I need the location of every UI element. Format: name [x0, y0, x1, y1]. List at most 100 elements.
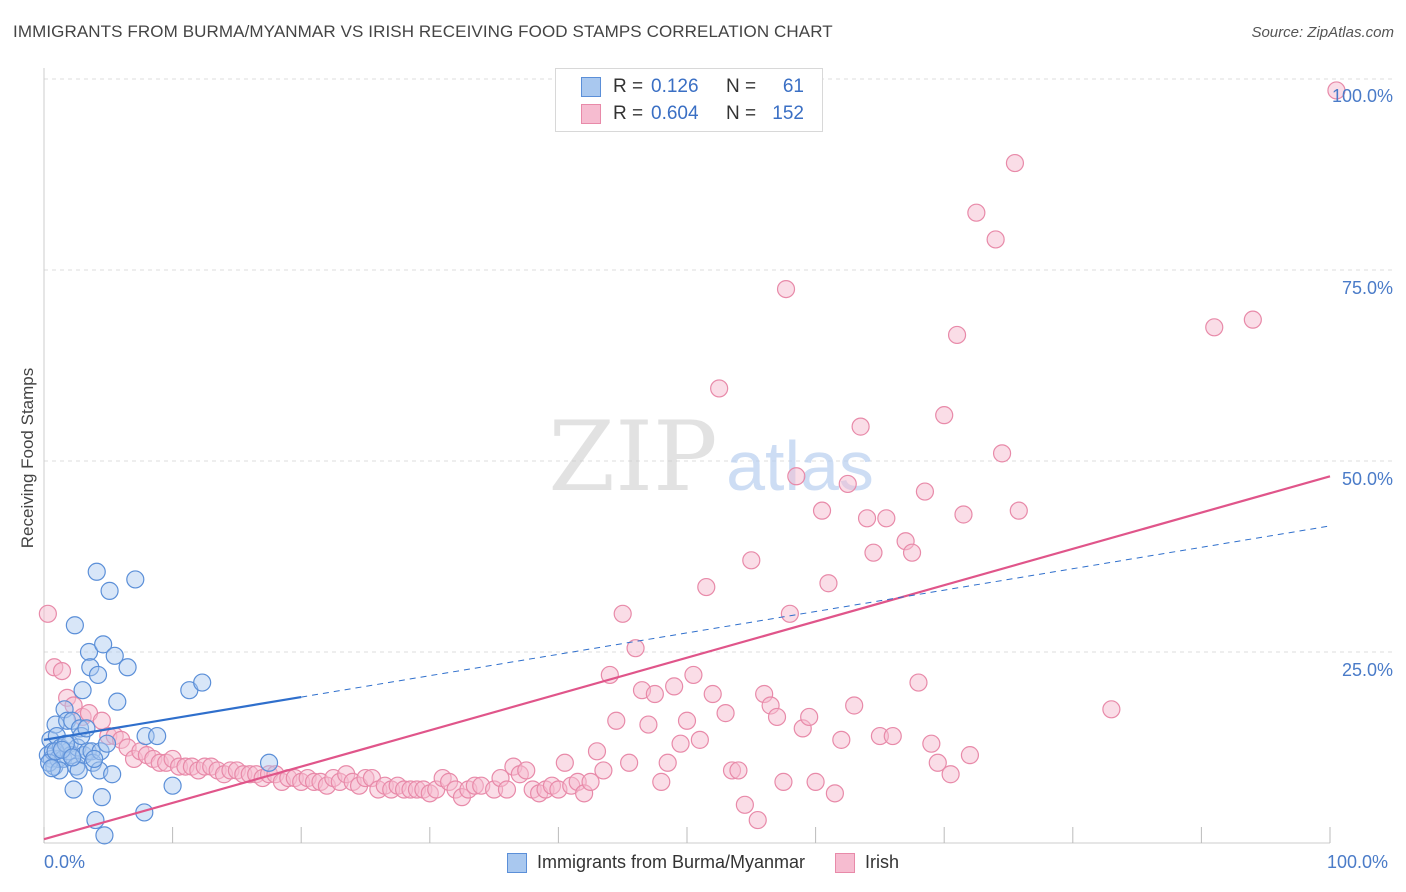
burma-trend-line	[43, 695, 302, 741]
irish-point	[935, 406, 954, 425]
irish-point	[1009, 501, 1028, 520]
irish-point	[710, 379, 729, 398]
burma-point	[68, 738, 87, 757]
burma-point	[94, 635, 113, 654]
legend-row-burma: R = 0.126 N = 61	[581, 75, 804, 99]
irish-point	[992, 444, 1012, 463]
legend-item-burma[interactable]: Immigrants from Burma/Myanmar	[506, 852, 805, 873]
burma-point	[85, 749, 104, 769]
irish-trend-line	[43, 475, 1331, 841]
irish-point	[607, 711, 626, 730]
irish-point	[1102, 700, 1121, 719]
burma-point	[95, 826, 114, 845]
burma-point	[63, 748, 82, 767]
irish-point	[922, 734, 941, 753]
r-value: 0.604	[651, 103, 699, 124]
stats-legend: R = 0.126 N = 61 R = 0.604 N = 152	[555, 68, 823, 132]
irish-point	[915, 482, 935, 501]
irish-point	[928, 753, 947, 772]
irish-point	[767, 707, 787, 727]
y-tick-100: 100.0%	[1331, 86, 1393, 106]
burma-point	[126, 570, 145, 589]
y-axis-label: Receiving Food Stamps	[18, 367, 37, 549]
irish-point	[697, 577, 716, 597]
irish-point	[947, 325, 967, 345]
irish-point	[883, 726, 902, 746]
irish-point	[832, 730, 851, 749]
x-tick-100: 100.0%	[1327, 852, 1389, 872]
y-tick-75: 75.0%	[1341, 278, 1393, 298]
irish-point	[776, 280, 796, 299]
irish-point	[986, 230, 1005, 249]
irish-point	[806, 772, 825, 791]
legend-row-irish: R = 0.604 N = 152	[581, 102, 804, 126]
burma-point	[42, 759, 61, 778]
burma-point	[88, 665, 108, 685]
chart-title: IMMIGRANTS FROM BURMA/MYANMAR VS IRISH R…	[13, 22, 833, 41]
irish-point	[677, 711, 697, 730]
irish-point	[645, 684, 664, 704]
irish-point	[857, 509, 877, 528]
burma-point	[100, 581, 119, 600]
irish-point	[780, 604, 799, 623]
burma-point	[118, 658, 137, 677]
pink-swatch	[835, 852, 856, 873]
irish-point	[787, 467, 806, 486]
r-value: 0.126	[651, 76, 699, 97]
y-tick-50: 50.0%	[1341, 469, 1393, 489]
n-value: 152	[772, 103, 804, 124]
legend-label-irish: Irish	[865, 852, 900, 872]
burma-points	[38, 562, 279, 845]
burma-point	[65, 616, 84, 635]
irish-point	[864, 543, 883, 562]
burma-trend-extension	[301, 525, 1331, 698]
irish-point	[690, 730, 709, 749]
irish-point	[909, 673, 928, 692]
irish-point	[967, 203, 986, 222]
blue-swatch	[506, 852, 527, 873]
n-value: 61	[782, 76, 804, 97]
irish-point	[652, 772, 671, 791]
irish-point	[735, 795, 754, 814]
irish-point	[774, 772, 793, 791]
watermark-atlas: atlas	[726, 427, 874, 505]
irish-point	[52, 661, 72, 681]
irish-point	[748, 810, 767, 830]
irish-point	[716, 704, 735, 723]
irish-point	[671, 734, 690, 753]
source-credit: Source: ZipAtlas.com	[1251, 24, 1394, 41]
irish-point	[1005, 153, 1025, 173]
trend-lines	[43, 475, 1331, 841]
irish-point	[620, 753, 639, 772]
irish-point	[92, 711, 111, 730]
irish-point	[851, 417, 870, 436]
irish-point	[555, 753, 574, 772]
burma-point	[92, 788, 111, 807]
irish-point	[684, 665, 703, 685]
n-label: N =	[726, 76, 757, 97]
irish-point	[613, 604, 632, 623]
irish-point	[587, 742, 607, 761]
burma-point	[148, 726, 167, 746]
irish-point	[517, 761, 536, 780]
irish-point	[1327, 81, 1346, 100]
legend-item-irish[interactable]: Irish	[835, 852, 899, 873]
r-label: R =	[613, 103, 644, 124]
watermark-zip: ZIP	[548, 401, 717, 513]
burma-point	[79, 642, 99, 662]
irish-point	[742, 551, 761, 570]
irish-point	[812, 501, 832, 520]
n-label: N =	[726, 103, 757, 124]
burma-point	[193, 673, 212, 692]
burma-point	[46, 742, 65, 761]
irish-point	[594, 761, 613, 780]
series-legend: Immigrants from Burma/Myanmar Irish	[0, 852, 1406, 873]
burma-point	[108, 692, 127, 711]
burma-point	[52, 740, 72, 759]
burma-point	[103, 765, 122, 784]
burma-point	[63, 711, 82, 730]
burma-point	[64, 780, 83, 799]
irish-point	[665, 677, 684, 696]
burma-point	[163, 776, 182, 795]
irish-point	[825, 784, 844, 803]
